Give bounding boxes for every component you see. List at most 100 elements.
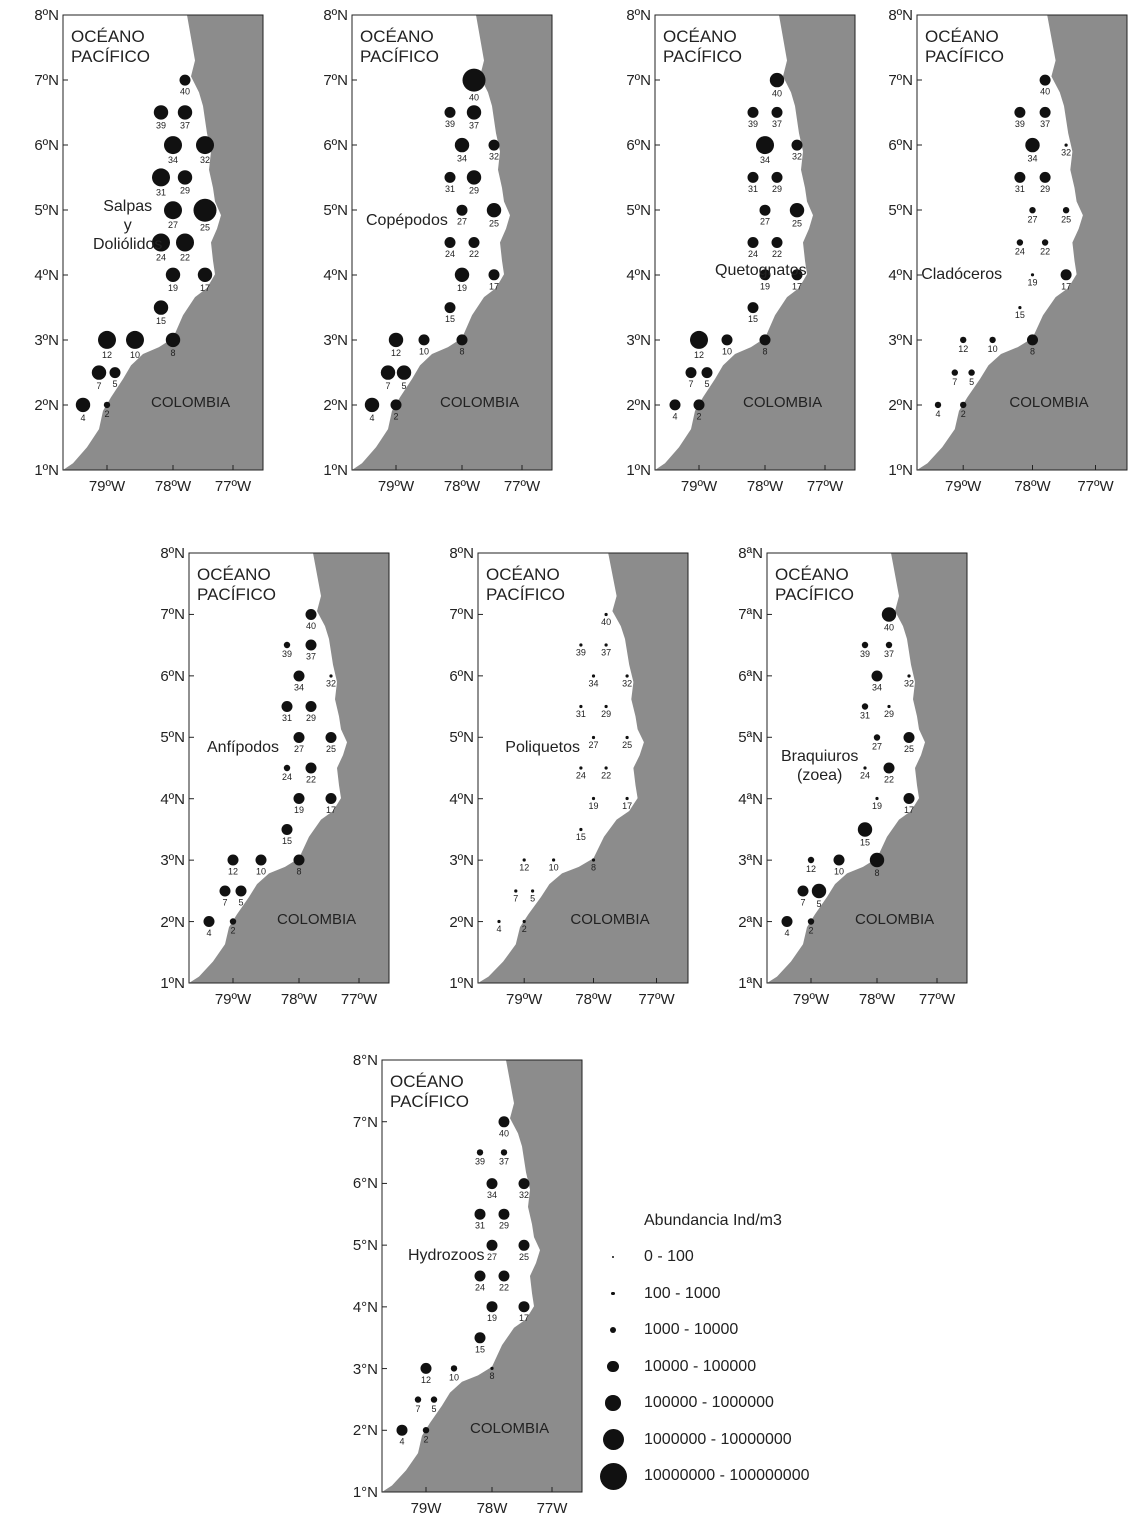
- latitude-label: 2ºN: [34, 397, 59, 414]
- map-panel-copepodos: 40 39 37 34 32 31 29 27 25 24 22 19 17 15 12 10 8 7 5 4 2 8ºN…: [302, 5, 592, 500]
- station-label: 34: [457, 153, 467, 163]
- taxon-label-line: Doliólidos: [93, 236, 163, 253]
- ocean-label-line: OCÉANO: [663, 27, 737, 46]
- legend-marker: [611, 1291, 615, 1296]
- station-marker-32: [1064, 143, 1068, 147]
- latitude-label: 1°N: [352, 1484, 378, 1501]
- longitude-label: 78ºW: [858, 991, 896, 1008]
- station-marker-40: [604, 612, 608, 617]
- station-label: 31: [282, 713, 292, 723]
- longitude-label: 79ºW: [945, 478, 982, 495]
- station-label: 22: [1040, 247, 1050, 257]
- station-label: 31: [445, 184, 455, 194]
- station-marker-34: [591, 674, 596, 678]
- latitude-label: 3ºN: [888, 332, 913, 349]
- station-label: 4: [369, 413, 374, 423]
- station-marker-10: [721, 334, 733, 346]
- legend-marker: [611, 1255, 615, 1259]
- taxon-label-line: Salpas: [103, 198, 153, 215]
- taxon-label-line: (zoea): [797, 766, 843, 784]
- station-label: 15: [576, 832, 586, 842]
- latitude-label: 8ºN: [34, 7, 59, 24]
- station-marker-5: [968, 369, 975, 376]
- station-marker-2: [422, 1427, 430, 1434]
- station-marker-4: [497, 919, 501, 924]
- station-label: 17: [326, 805, 336, 815]
- station-label: 4: [784, 928, 789, 938]
- land-colombia: [917, 15, 1127, 470]
- station-marker-4: [934, 401, 942, 409]
- station-marker-2: [807, 918, 815, 925]
- station-label: 39: [475, 1157, 485, 1167]
- latitude-label: 1ºN: [323, 462, 348, 479]
- latitude-label: 8ªN: [738, 545, 763, 562]
- station-marker-10: [450, 1365, 458, 1372]
- taxon-label-line: y: [123, 217, 132, 234]
- station-marker-29: [498, 1208, 510, 1220]
- station-marker-32: [196, 136, 214, 155]
- station-label: 40: [306, 621, 316, 631]
- ocean-label-line: OCÉANO: [197, 565, 271, 584]
- station-label: 8: [170, 348, 175, 358]
- station-marker-22: [498, 1270, 510, 1282]
- taxon-label-line: Cladóceros: [921, 266, 1003, 284]
- station-marker-5: [531, 889, 535, 893]
- latitude-label: 3ªN: [738, 852, 763, 870]
- station-label: 8: [874, 868, 879, 878]
- station-marker-37: [604, 643, 608, 647]
- station-marker-5: [701, 367, 713, 379]
- legend-label: 100000 - 1000000: [644, 1394, 774, 1411]
- taxon-label: Copépodos: [366, 211, 448, 230]
- station-label: 8: [591, 863, 596, 873]
- ocean-label-line: PACÍFICO: [663, 47, 743, 66]
- longitude-label: 78ºW: [443, 478, 481, 495]
- land-colombia: [63, 15, 263, 470]
- station-label: 32: [1061, 148, 1071, 158]
- latitude-label: 7ºN: [626, 72, 651, 89]
- latitude-label: 8ºN: [626, 7, 651, 24]
- station-label: 34: [872, 683, 882, 693]
- longitude-label: 79ºW: [792, 991, 830, 1008]
- latitude-label: 8°N: [352, 1052, 378, 1069]
- station-label: 24: [748, 249, 758, 259]
- longitude-label: 77ºW: [340, 991, 378, 1008]
- station-marker-17: [1060, 269, 1072, 281]
- latitude-label: 6ºN: [34, 137, 59, 154]
- station-label: 17: [622, 801, 632, 811]
- station-marker-39: [153, 105, 169, 120]
- longitude-label: 77ºW: [1077, 478, 1114, 495]
- station-marker-12: [690, 330, 708, 349]
- station-marker-10: [989, 336, 996, 344]
- station-marker-27: [293, 732, 305, 743]
- station-label: 10: [549, 863, 559, 873]
- station-marker-8: [293, 854, 305, 866]
- legend-label: 1000000 - 10000000: [644, 1430, 792, 1448]
- taxon-label: Quetognatos: [715, 261, 807, 280]
- station-label: 4: [935, 409, 940, 419]
- station-label: 10: [256, 867, 266, 877]
- station-marker-2: [390, 399, 402, 411]
- land-colombia: [655, 15, 855, 470]
- latitude-label: 5ºN: [160, 729, 185, 747]
- station-label: 7: [385, 381, 390, 391]
- ocean-label: OCÉANO PACÍFICO: [197, 565, 276, 605]
- taxon-label: Braquiuros (zoea): [781, 747, 858, 785]
- station-marker-29: [1039, 171, 1051, 183]
- station-label: 31: [156, 187, 166, 197]
- ocean-label-line: PACÍFICO: [360, 47, 440, 66]
- station-label: 7: [96, 381, 101, 391]
- station-label: 12: [391, 348, 401, 358]
- station-label: 17: [200, 283, 210, 293]
- station-marker-17: [197, 267, 213, 282]
- station-marker-4: [669, 399, 681, 411]
- station-label: 24: [576, 771, 586, 781]
- station-marker-39: [1014, 106, 1026, 118]
- latitude-label: 4ªN: [738, 790, 763, 808]
- latitude-label: 2ºN: [323, 397, 348, 414]
- country-label: COLOMBIA: [277, 911, 357, 929]
- map-panel-salpas: 40 39 37 34 32 31 29 27 25 24 22 19 17 15 12 10 8 7 5 4 2 8ºN…: [13, 5, 303, 500]
- longitude-label: 77ºW: [503, 478, 541, 495]
- station-label: 32: [489, 152, 499, 162]
- station-label: 32: [200, 155, 210, 165]
- latitude-label: 7ªN: [738, 606, 763, 624]
